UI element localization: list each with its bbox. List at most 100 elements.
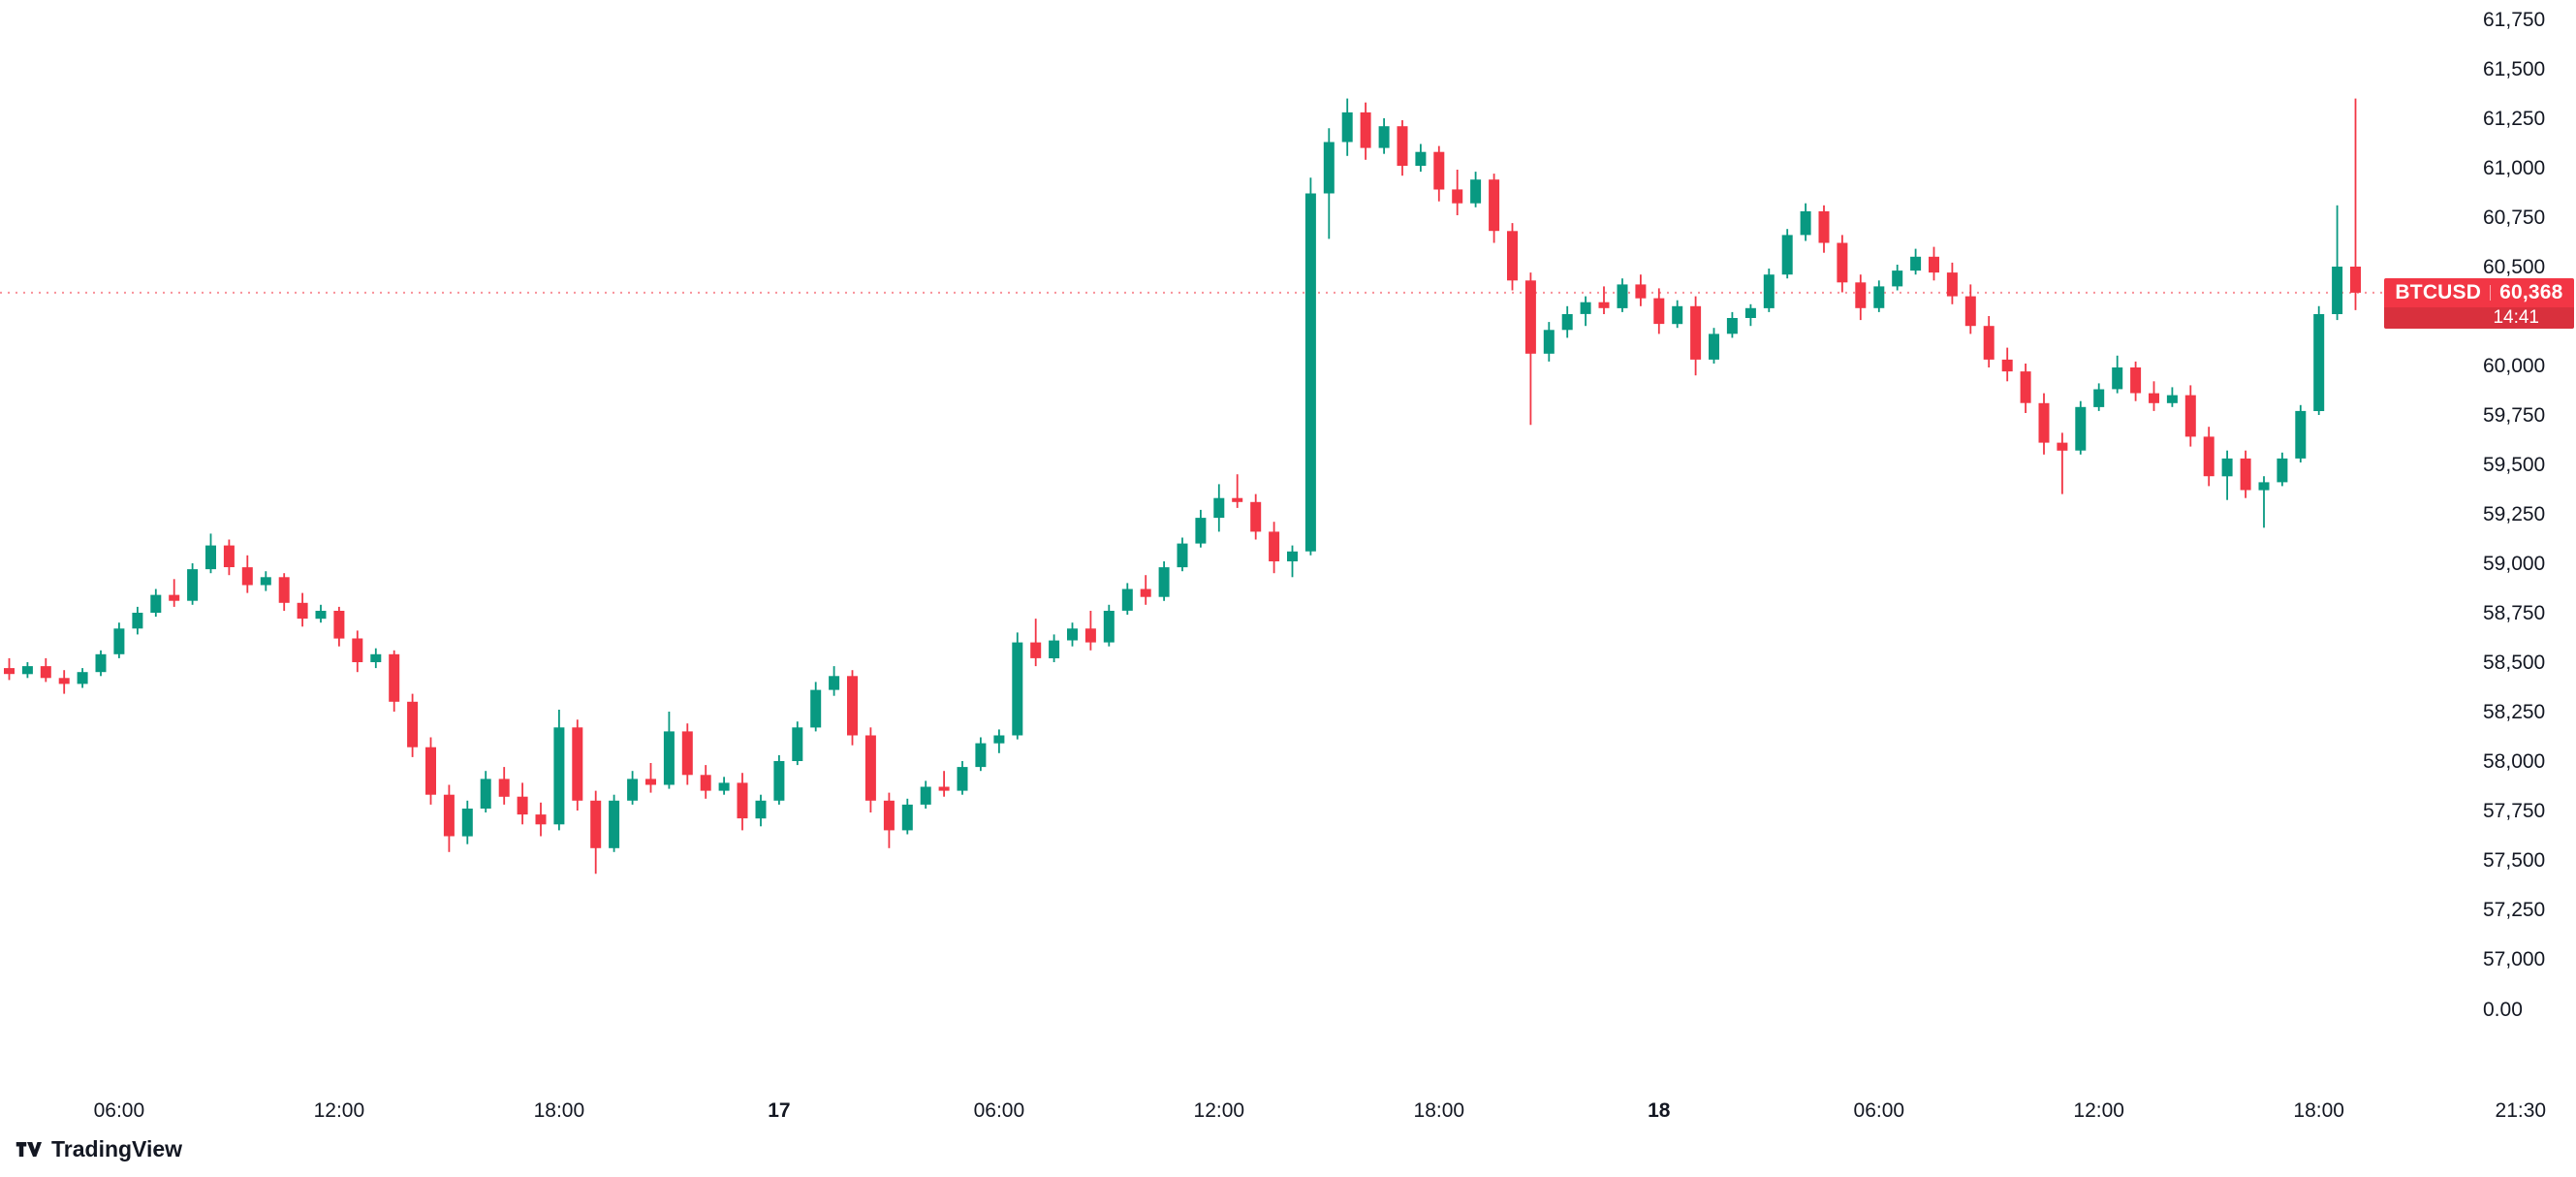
time-axis-label: 12:00 (314, 1099, 365, 1122)
candle-down (443, 784, 455, 852)
candle-up (1910, 248, 1922, 275)
candle-up (1103, 604, 1115, 647)
candle-down (1818, 205, 1830, 253)
candle-down (407, 693, 419, 757)
candle-up (1177, 537, 1188, 572)
candle-up (1158, 561, 1170, 601)
candle-down (1360, 102, 1371, 160)
candle-down (847, 670, 858, 746)
candle-up (2313, 305, 2325, 415)
candle-down (1250, 493, 1262, 540)
candle-down (2350, 98, 2361, 310)
price-axis-label: 58,000 (2483, 750, 2545, 773)
candle-up (755, 794, 767, 827)
candle-down (1433, 145, 1445, 202)
candle-down (864, 727, 876, 812)
candle-up (1892, 265, 1903, 291)
candle-down (4, 657, 15, 681)
candle-up (113, 622, 125, 658)
time-axis-label: 12:00 (1194, 1099, 1245, 1122)
candle-down (425, 737, 436, 805)
candles (4, 98, 2361, 875)
price-axis-label: 59,750 (2483, 404, 2545, 427)
price-axis-label: 58,500 (2483, 652, 2545, 674)
price-axis-label: 57,250 (2483, 899, 2545, 921)
candle-up (1763, 269, 1775, 312)
candle-up (1543, 322, 1555, 362)
candle-down (1507, 223, 1518, 291)
badge-countdown: 14:41 (2384, 307, 2574, 329)
candle-up (1378, 118, 1390, 154)
candle-down (517, 782, 528, 825)
candle-down (2184, 385, 2196, 447)
time-axis-label: 06:00 (94, 1099, 145, 1122)
time-axis[interactable]: 06:00 12:00 18:00 17 06:00 12:00 18:00 18 06:00 1… (94, 1099, 2546, 1122)
candle-up (1744, 303, 1756, 327)
price-axis-label: 58,750 (2483, 602, 2545, 624)
candle-up (1213, 484, 1225, 532)
time-axis-label: 06:00 (974, 1099, 1025, 1122)
candle-down (1837, 235, 1848, 293)
price-axis-label: 58,250 (2483, 701, 2545, 723)
candle-down (1232, 474, 1243, 508)
candle-down (169, 579, 180, 607)
candle-up (315, 604, 327, 623)
candle-down (1983, 316, 1995, 367)
candle-down (535, 802, 547, 837)
candle-up (2295, 404, 2307, 462)
candle-up (1781, 229, 1793, 279)
candle-down (1140, 575, 1151, 605)
candle-up (975, 737, 987, 772)
candle-down (700, 765, 711, 799)
candle-up (901, 798, 913, 835)
candle-up (205, 533, 216, 574)
candle-up (829, 666, 840, 696)
price-badge-row: BTCUSD 60,368 (2384, 278, 2574, 307)
candle-up (773, 754, 785, 805)
time-axis-label: 18:00 (534, 1099, 585, 1122)
tradingview-logo-icon (16, 1142, 42, 1157)
price-axis-label: 61,750 (2483, 9, 2545, 31)
candle-up (1561, 305, 1573, 338)
candle-up (2277, 452, 2288, 487)
tradingview-attribution[interactable]: TradingView (16, 1136, 182, 1162)
candle-down (1929, 246, 1939, 281)
time-axis-label: 18:00 (2293, 1099, 2344, 1122)
candle-down (1690, 296, 1702, 376)
candle-up (810, 682, 822, 732)
price-axis-label: 60,000 (2483, 355, 2545, 377)
candle-up (77, 668, 88, 688)
candle-down (389, 650, 400, 712)
candle-down (333, 606, 345, 647)
candle-up (370, 648, 382, 669)
candle-up (920, 780, 931, 809)
candle-up (95, 650, 107, 677)
time-axis-label: 18 (1648, 1099, 1671, 1122)
candle-up (609, 794, 620, 852)
candle-down (1653, 288, 1665, 334)
candle-down (572, 719, 583, 811)
candle-up (2221, 450, 2233, 500)
price-badge[interactable]: BTCUSD 60,368 14:41 (2384, 278, 2574, 329)
candle-down (2020, 364, 2031, 413)
candle-down (1489, 174, 1500, 243)
price-axis-label: 57,500 (2483, 849, 2545, 872)
candle-up (2258, 476, 2270, 528)
badge-symbol: BTCUSD (2395, 281, 2482, 303)
time-axis-label: 12:00 (2073, 1099, 2124, 1122)
price-axis[interactable]: 61,750 61,500 61,250 61,000 60,750 60,500 60,0… (2483, 9, 2545, 1021)
candle-down (1855, 274, 1867, 321)
candle-down (1946, 262, 1958, 304)
price-axis-label: 59,250 (2483, 503, 2545, 525)
candle-up (553, 710, 565, 831)
price-axis-zero-label: 0.00 (2483, 999, 2523, 1021)
candle-up (792, 721, 803, 766)
candle-down (938, 771, 950, 797)
candle-down (2130, 361, 2142, 401)
candle-up (1800, 203, 1811, 241)
candle-up (1195, 509, 1207, 548)
candle-down (1964, 284, 1976, 334)
candle-down (1524, 272, 1536, 426)
